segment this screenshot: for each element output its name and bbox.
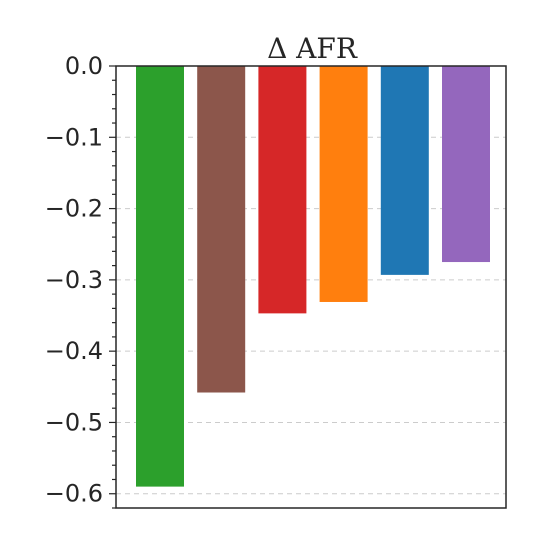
bar-1: [136, 66, 184, 487]
bars: [136, 66, 490, 487]
y-axis: 0.0 −0.1 −0.2 −0.3 −0.4 −0.5 −0.6: [45, 52, 116, 509]
plot-frame: [115, 65, 507, 509]
bar-2: [197, 66, 246, 393]
bar-6: [442, 66, 490, 263]
y-tick-label: −0.4: [45, 337, 103, 365]
y-tick-label: −0.2: [45, 195, 103, 223]
y-tick-label: −0.3: [45, 266, 103, 294]
y-tick-label: −0.6: [45, 480, 103, 508]
bar-5: [380, 66, 429, 275]
bar-4: [319, 66, 368, 302]
y-tick-label: −0.5: [45, 408, 103, 436]
bar-3: [258, 66, 307, 314]
y-tick-label: 0.0: [65, 52, 103, 80]
y-tick-label: −0.1: [45, 123, 103, 151]
chart-title: Δ AFR: [267, 32, 358, 65]
